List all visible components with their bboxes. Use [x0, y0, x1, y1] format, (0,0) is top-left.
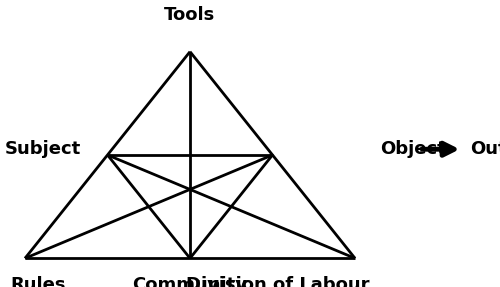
Text: Rules: Rules	[10, 276, 66, 287]
Text: Tools: Tools	[164, 6, 216, 24]
Text: Division of Labour: Division of Labour	[186, 276, 370, 287]
Text: Subject: Subject	[5, 140, 81, 158]
Text: Outcome: Outcome	[470, 140, 500, 158]
Text: Object: Object	[380, 140, 446, 158]
Text: Community: Community	[132, 276, 248, 287]
